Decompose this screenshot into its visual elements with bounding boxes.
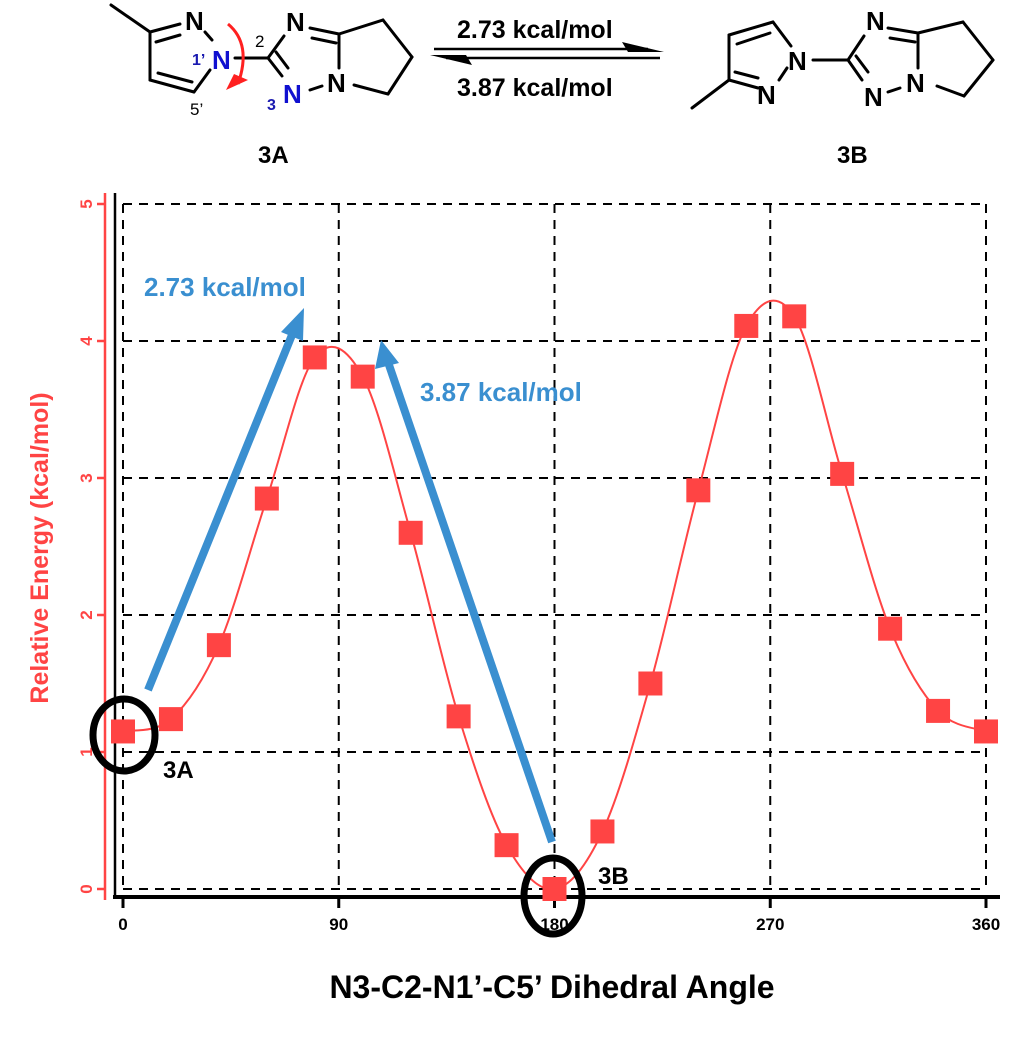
compound-label-3B: 3B: [837, 142, 868, 169]
forward-barrier-arrow: [144, 308, 304, 692]
state-3B-circle: [520, 854, 586, 938]
atom-n1-3B: N: [788, 46, 807, 76]
data-point-marker: [206, 633, 231, 658]
atom-n-triazole-top: N: [286, 7, 305, 37]
y-tick-label: 1: [77, 747, 96, 756]
data-point-marker: [494, 833, 519, 858]
reverse-arrow-head-icon: [375, 340, 399, 369]
data-point-marker: [590, 819, 615, 844]
label-3: 3: [267, 97, 276, 114]
data-point-marker: [782, 304, 807, 329]
y-tick-label: 2: [77, 610, 96, 619]
y-axis-label: Relative Energy (kcal/mol): [26, 392, 54, 703]
data-point-marker: [158, 707, 183, 732]
forward-barrier-annotation: 2.73 kcal/mol: [144, 272, 306, 302]
equilibrium-arrows: 2.73 kcal/mol 3.87 kcal/mol: [430, 16, 664, 102]
y-tick-label: 5: [77, 199, 96, 208]
x-tick-label: 0: [118, 915, 127, 934]
forward-barrier-label: 2.73 kcal/mol: [457, 16, 613, 44]
atom-n3: N: [283, 79, 302, 109]
label-c2: 2: [255, 32, 264, 51]
data-point-marker: [830, 461, 855, 486]
state-3B-label: 3B: [598, 863, 629, 890]
y-axis-ticks: 0 1 2 3 4 5: [77, 199, 105, 894]
data-point-marker: [446, 704, 471, 729]
data-point-marker: [926, 698, 951, 723]
reverse-barrier-label: 3.87 kcal/mol: [457, 74, 613, 102]
forward-arrowhead-icon: [622, 42, 664, 52]
state-3A-label: 3A: [163, 757, 194, 784]
compound-3A-structure: N 1’ N 2 N 3 N N 5’ 3A: [109, 3, 414, 169]
x-axis-ticks: 0 90 180 270 360: [118, 897, 1000, 934]
atom-n2-3A: N: [185, 6, 204, 36]
rotation-arrowhead-icon: [226, 74, 248, 90]
data-point-marker: [542, 877, 567, 901]
data-point-marker: [398, 520, 423, 545]
x-tick-label: 360: [972, 915, 1000, 934]
forward-arrow-head-icon: [281, 308, 304, 341]
atom-n-bridge-3A: N: [327, 68, 346, 98]
data-point-marker: [734, 313, 759, 338]
y-tick-label: 4: [77, 336, 96, 346]
reverse-arrowhead-icon: [430, 55, 472, 65]
compound-label-3A: 3A: [258, 142, 289, 169]
reverse-barrier-arrow: [375, 340, 556, 844]
atom-n-triazole-bottom-3B: N: [864, 82, 883, 112]
data-point-marker: [878, 616, 903, 641]
x-axis-label: N3-C2-N1’-C5’ Dihedral Angle: [329, 969, 774, 1005]
label-1-prime: 1’: [192, 52, 205, 69]
data-point-marker: [302, 345, 327, 370]
reverse-barrier-annotation: 3.87 kcal/mol: [420, 377, 582, 407]
x-tick-label: 90: [329, 915, 348, 934]
data-point-marker: [254, 486, 279, 511]
data-point-marker: [350, 364, 375, 389]
data-point-marker: [111, 719, 135, 744]
data-markers: [111, 304, 998, 901]
data-point-marker: [686, 478, 711, 503]
atom-n2-3B: N: [757, 80, 776, 110]
state-3A-circle: [89, 695, 159, 775]
y-tick-label: 0: [77, 884, 96, 893]
grid-lines: [122, 203, 987, 890]
label-5-prime: 5’: [190, 100, 203, 119]
atom-n-bridge-3B: N: [906, 68, 925, 98]
y-tick-label: 3: [77, 473, 96, 482]
compound-3B-structure: N N N N N 3B: [690, 6, 995, 169]
x-tick-label: 270: [756, 915, 784, 934]
data-point-marker: [638, 671, 663, 696]
atom-n-triazole-top-3B: N: [866, 6, 885, 36]
atom-n1-prime: N: [212, 45, 231, 75]
data-point-marker: [974, 719, 998, 744]
